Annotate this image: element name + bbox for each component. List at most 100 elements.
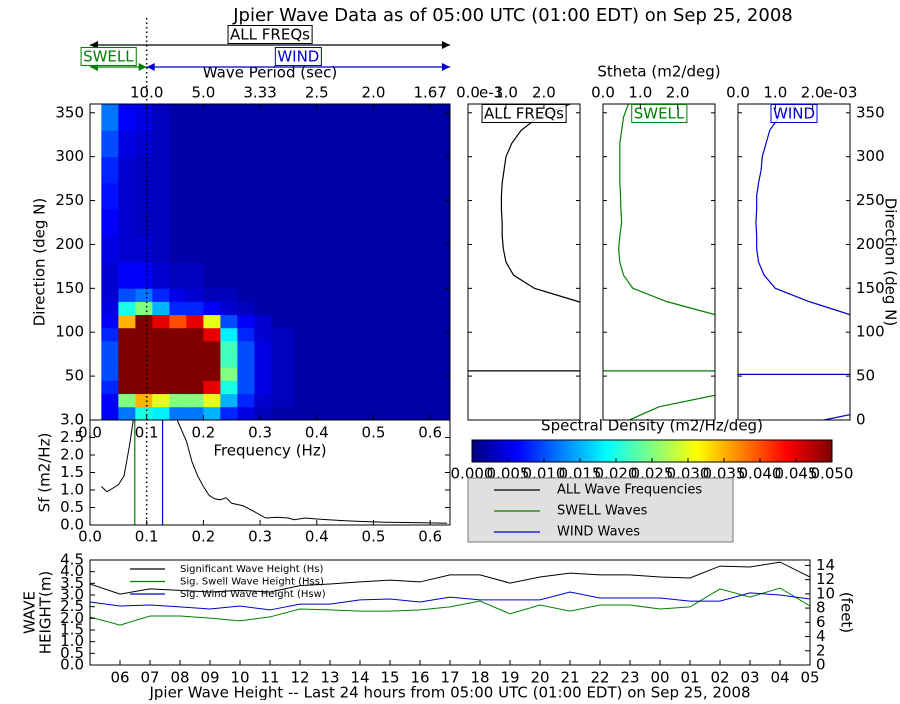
y-tick-label: 2.0 xyxy=(60,446,84,464)
heatmap-cell xyxy=(407,235,450,263)
heatmap-cell xyxy=(373,183,408,210)
x-tick-label: 17 xyxy=(440,669,459,687)
heatmap-cell xyxy=(407,288,450,302)
heatmap-cell xyxy=(271,367,295,381)
heatmap-cell xyxy=(373,156,408,184)
x-axis-label: Stheta (m2/deg) xyxy=(597,63,720,81)
y-axis-label: HEIGHT(m) xyxy=(37,571,55,655)
heatmap-cell xyxy=(407,367,450,381)
heatmap-cell xyxy=(316,341,346,355)
heatmap-cell xyxy=(220,354,238,368)
y-tick-label: 100 xyxy=(55,323,84,341)
heatmap-cell xyxy=(237,314,255,329)
heatmap-cell xyxy=(294,314,318,329)
legend-label: SWELL Waves xyxy=(557,504,648,519)
heatmap-cell xyxy=(373,288,408,302)
arrow-head xyxy=(442,63,450,71)
heatmap-cell xyxy=(169,380,187,395)
heatmap-cell xyxy=(152,183,170,210)
heatmap-cell xyxy=(220,156,238,184)
x-tick-label: 0.5 xyxy=(362,424,386,442)
heatmap-cell xyxy=(345,104,374,131)
heatmap-cell xyxy=(254,393,272,408)
colorbar-tick-label: 0.040 xyxy=(739,465,782,483)
heatmap-cell xyxy=(271,341,295,355)
y-tick-label: 4.5 xyxy=(60,551,84,569)
arrow-head xyxy=(442,41,450,49)
heatmap-cell xyxy=(186,354,204,368)
heatmap-cell xyxy=(237,393,255,408)
heatmap-cell xyxy=(203,406,221,420)
x-tick-label: 0.4 xyxy=(305,424,329,442)
heatmap-cell xyxy=(237,209,255,237)
band-label-box xyxy=(274,47,322,66)
x2-tick-label: 5.0 xyxy=(191,84,215,102)
x-tick-label: 0.3 xyxy=(248,528,272,546)
heatmap-cell xyxy=(203,130,221,158)
heatmap-cell xyxy=(237,183,255,210)
heatmap-cell xyxy=(294,367,318,381)
x-tick-label: 0.5 xyxy=(362,528,386,546)
x-tick-label: 0.2 xyxy=(191,528,215,546)
panel-label: SWELL xyxy=(634,105,685,123)
y-tick-label: 150 xyxy=(856,279,885,297)
x-tick-label: 0.0 xyxy=(456,84,480,102)
heatmap-cell xyxy=(101,209,119,237)
heatmap-cell xyxy=(271,156,295,184)
heatmap-cell xyxy=(220,262,238,289)
band-label: SWELL xyxy=(83,48,134,66)
heatmap-cell xyxy=(203,301,221,316)
heatmap-cell xyxy=(316,235,346,263)
y-tick-label: 1.0 xyxy=(60,481,84,499)
heatmap-cell xyxy=(407,341,450,355)
y-tick-label: 0 xyxy=(74,411,84,429)
heatmap-cell xyxy=(237,406,255,420)
y-tick-label: 0.0 xyxy=(60,516,84,534)
heatmap-cell xyxy=(101,288,119,302)
heatmap-cell xyxy=(169,288,187,302)
x-tick-label: 0.0 xyxy=(726,84,750,102)
heatmap-cell xyxy=(101,130,119,158)
heatmap-cell xyxy=(271,393,295,408)
heatmap-cell xyxy=(316,156,346,184)
heatmap-cell xyxy=(237,380,255,395)
heatmap-cell xyxy=(118,183,136,210)
heatmap-cell xyxy=(169,183,187,210)
y-tick-label: 2.5 xyxy=(60,597,84,615)
x2-tick-label: 1.67 xyxy=(413,84,446,102)
y2-tick-label: 8 xyxy=(816,599,826,617)
x-tick-label: 0.0 xyxy=(78,528,102,546)
heatmap-cell xyxy=(294,130,318,158)
y-axis-label: Direction (deg N) xyxy=(882,198,900,327)
heatmap-cell xyxy=(271,235,295,263)
series-line xyxy=(90,561,810,595)
heatmap-cell xyxy=(135,393,153,408)
heatmap-cell xyxy=(237,262,255,289)
heatmap-cell xyxy=(220,130,238,158)
heatmap-cell xyxy=(373,130,408,158)
x-tick-label: 02 xyxy=(710,669,729,687)
x-tick-label: 19 xyxy=(500,669,519,687)
heatmap-cell xyxy=(407,183,450,210)
heatmap-cell xyxy=(135,104,153,131)
heatmap-cells xyxy=(101,104,450,420)
band-label-box xyxy=(80,47,137,66)
series-line xyxy=(90,591,810,611)
heatmap-cell xyxy=(169,393,187,408)
heatmap-cell xyxy=(186,288,204,302)
heatmap-cell xyxy=(271,104,295,131)
x-tick-label: 2.0 xyxy=(532,84,556,102)
y2-axis-label: (feet) xyxy=(838,592,856,633)
axes-frame xyxy=(467,103,581,421)
x-tick-label: 0.2 xyxy=(191,424,215,442)
x-tick-label: 0.6 xyxy=(418,424,442,442)
axis-offset-text: e-3 xyxy=(479,84,503,102)
heatmap-cell xyxy=(152,341,170,355)
x-tick-label: 03 xyxy=(740,669,759,687)
heatmap-cell xyxy=(254,262,272,289)
heatmap-cell xyxy=(345,380,374,395)
y-tick-label: 350 xyxy=(55,103,84,121)
heatmap-cell xyxy=(135,209,153,237)
heatmap-cell xyxy=(294,104,318,131)
